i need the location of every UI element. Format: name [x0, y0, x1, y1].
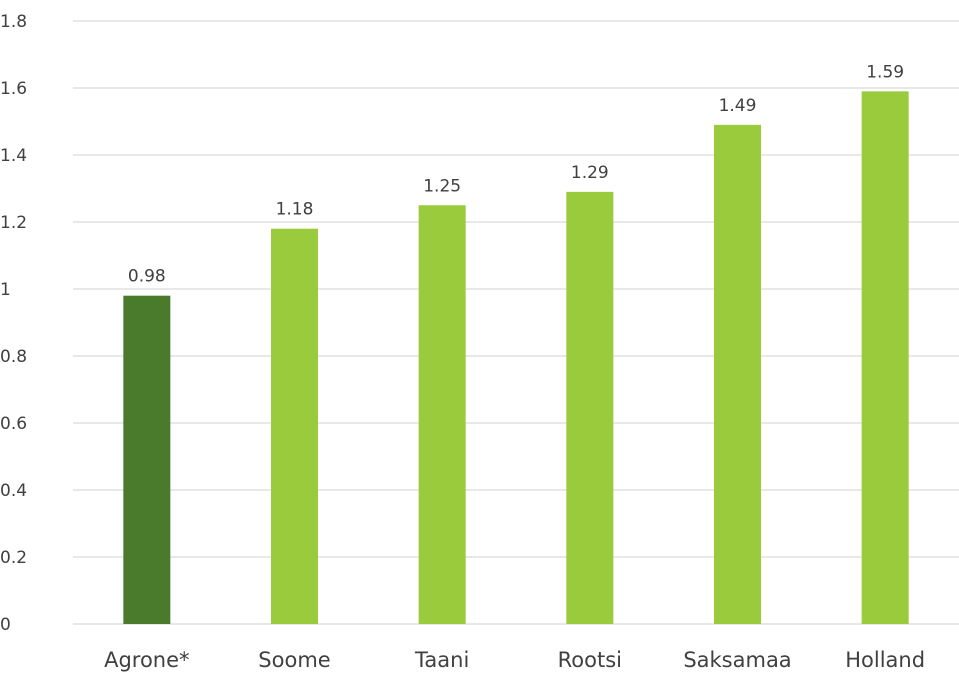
bar — [861, 91, 909, 625]
data-label: 1.18 — [276, 200, 314, 220]
data-label: 1.59 — [866, 62, 904, 82]
y-tick-label: 1.4 — [0, 146, 27, 166]
bar — [418, 205, 466, 624]
x-axis-categories: Agrone* Soome Taani Rootsi Saksamaa Holland — [104, 648, 925, 672]
y-tick-label: 1.6 — [0, 79, 27, 99]
y-tick-label: 0.2 — [0, 548, 27, 568]
data-label: 1.29 — [571, 163, 609, 183]
y-tick-label: 0.8 — [0, 347, 27, 367]
bar — [123, 295, 171, 624]
y-tick-label: 1.2 — [0, 213, 27, 233]
y-tick-label: 0.4 — [0, 481, 27, 501]
bar — [714, 124, 761, 624]
category-label: Taani — [414, 648, 469, 672]
category-label: Holland — [845, 648, 925, 672]
y-tick-label: 0 — [0, 615, 11, 635]
bars — [123, 91, 909, 625]
y-axis-ticks: 0 0.2 0.4 0.6 0.8 1 1.2 1.4 1.6 1.8 — [0, 12, 27, 635]
y-tick-label: 1.8 — [0, 12, 27, 32]
bar — [271, 228, 318, 624]
category-label: Saksamaa — [683, 648, 791, 672]
data-label: 1.25 — [423, 176, 461, 196]
data-label: 0.98 — [128, 267, 166, 287]
category-label: Soome — [258, 648, 330, 672]
y-tick-label: 1 — [0, 280, 11, 300]
bar — [566, 191, 614, 624]
gridlines — [73, 20, 959, 625]
category-label: Rootsi — [558, 648, 622, 672]
y-tick-label: 0.6 — [0, 414, 27, 434]
data-label: 1.49 — [719, 96, 757, 116]
data-labels: 0.98 1.18 1.25 1.29 1.49 1.59 — [128, 62, 904, 286]
category-label: Agrone* — [104, 648, 189, 672]
